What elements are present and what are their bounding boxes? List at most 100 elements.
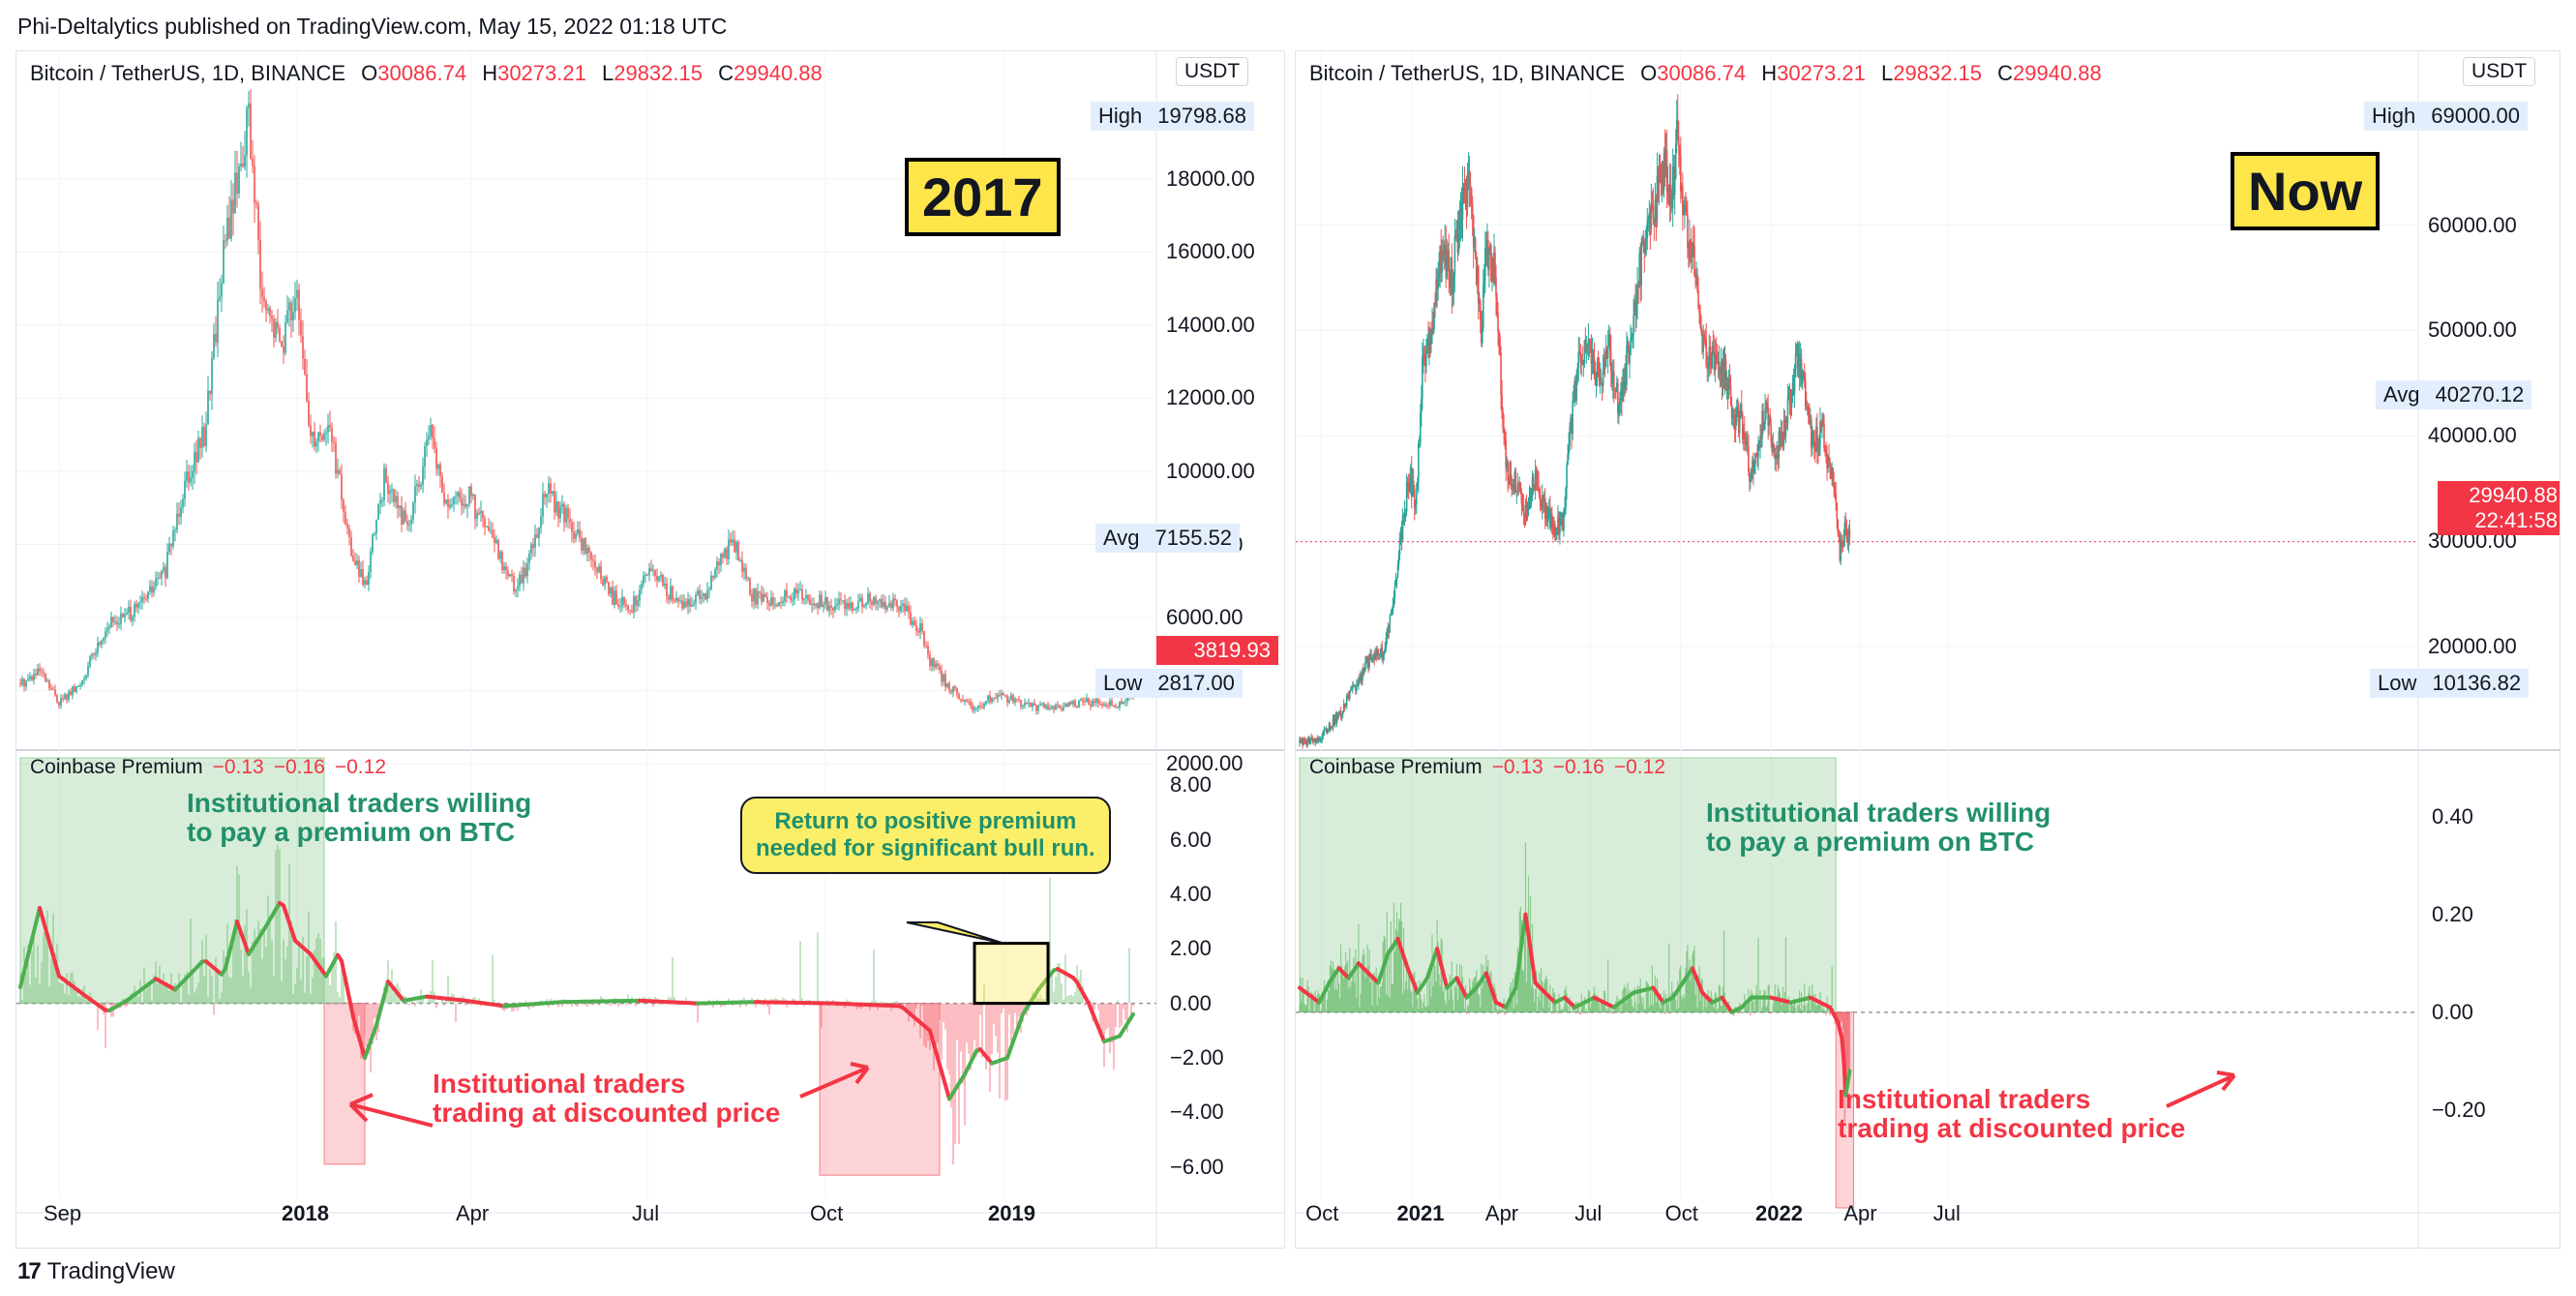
candle-body <box>341 474 343 500</box>
candle-body <box>792 599 794 601</box>
chart-canvas-left[interactable] <box>16 51 1285 1249</box>
indicator-tick-label: 4.00 <box>1170 881 1212 906</box>
candle-body <box>852 602 854 611</box>
candle-body <box>1363 669 1364 673</box>
candle-body <box>74 686 75 692</box>
candle-body <box>68 691 70 700</box>
candle-body <box>763 593 764 602</box>
candle-body <box>271 316 273 319</box>
candle-body <box>1725 382 1728 389</box>
candle-body <box>1018 699 1020 701</box>
candle-body <box>1047 705 1049 710</box>
high-tag-label: High <box>1098 104 1143 128</box>
candle-body <box>1790 394 1793 408</box>
candle-body <box>1328 724 1331 730</box>
candle-body <box>33 674 35 680</box>
candle-body <box>1014 698 1016 703</box>
chart-panel-now[interactable]: Bitcoin / TetherUS, 1D, BINANCE O30086.7… <box>1295 50 2561 1249</box>
candle-body <box>919 622 921 633</box>
symbol-title[interactable]: Bitcoin / TetherUS, 1D, BINANCE <box>1309 61 1626 85</box>
candle-body <box>103 638 105 641</box>
chart-canvas-right[interactable] <box>1296 51 2561 1249</box>
candle-body <box>1024 703 1026 707</box>
candle-body <box>633 596 635 613</box>
candle-body <box>701 596 703 599</box>
discount-annotation: Institutional traders trading at discoun… <box>433 1070 780 1128</box>
candle-body <box>1440 245 1442 274</box>
currency-button[interactable]: USDT <box>1176 57 1249 86</box>
candle-body <box>526 562 528 577</box>
candle-body <box>1795 345 1798 355</box>
candle-body <box>1088 698 1090 705</box>
indicator-legend[interactable]: Coinbase Premium −0.13 −0.16 −0.12 <box>30 756 386 779</box>
candle-body <box>991 697 993 703</box>
candle-body <box>315 440 317 447</box>
candle-body <box>720 554 722 566</box>
candle-body <box>614 590 615 606</box>
candle-body <box>788 596 790 598</box>
candle-body <box>1377 649 1379 656</box>
candle-body <box>1839 534 1842 560</box>
candle-body <box>1582 363 1585 366</box>
high-value: 30273.21 <box>497 61 586 85</box>
price-tick-label: 12000.00 <box>1166 385 1255 410</box>
candle-body <box>1336 714 1339 716</box>
premium-line-segment <box>378 994 386 1013</box>
candle-body <box>254 166 255 203</box>
candle-body <box>420 484 422 488</box>
candle-body <box>1637 286 1639 288</box>
candle-body <box>1479 300 1482 320</box>
candle-body <box>294 298 296 313</box>
candle-body <box>908 605 910 613</box>
candle-body <box>948 682 950 691</box>
candle-body <box>1689 240 1691 249</box>
symbol-title[interactable]: Bitcoin / TetherUS, 1D, BINANCE <box>30 61 346 85</box>
candle-body <box>1361 674 1363 681</box>
candle-body <box>236 172 238 194</box>
candle-body <box>1393 586 1396 598</box>
candle-body <box>712 575 714 578</box>
candle-body <box>221 283 223 297</box>
candle-body <box>1814 448 1816 452</box>
candle-body <box>1545 505 1548 523</box>
candle-body <box>1514 470 1517 493</box>
candle-body <box>1471 203 1474 216</box>
indicator-legend[interactable]: Coinbase Premium −0.13 −0.16 −0.12 <box>1309 756 1665 779</box>
candle-body <box>941 670 943 682</box>
candle-body <box>29 676 31 679</box>
candle-body <box>1043 703 1045 708</box>
candle-body <box>1105 704 1107 707</box>
candle-body <box>35 674 37 676</box>
candle-body <box>1702 335 1704 352</box>
candle-body <box>484 518 486 527</box>
high-tag: High 69000.00 <box>2364 102 2529 131</box>
candle-body <box>464 503 466 507</box>
candle-body <box>753 588 755 602</box>
tradingview-logo[interactable]: 17 TradingView <box>17 1258 175 1285</box>
candle-body <box>375 519 377 534</box>
candle-body <box>1610 372 1613 384</box>
candle-body <box>1778 431 1781 459</box>
candle-body <box>1674 143 1677 178</box>
indicator-value-3: −0.12 <box>334 756 386 778</box>
candle-body <box>1498 331 1500 339</box>
candle-body <box>495 539 497 543</box>
candle-body <box>449 504 451 508</box>
candle-body <box>710 575 712 589</box>
currency-button[interactable]: USDT <box>2463 57 2536 86</box>
premium-annotation-line-1: Institutional traders willing <box>1706 798 2052 828</box>
candle-body <box>805 594 807 599</box>
candle-body <box>1718 361 1721 371</box>
chart-panel-2017[interactable]: Bitcoin / TetherUS, 1D, BINANCE O30086.7… <box>15 50 1285 1249</box>
candle-body <box>1527 504 1530 506</box>
time-tick-label: 2018 <box>282 1201 329 1225</box>
candle-body <box>1557 516 1559 528</box>
candle-body <box>155 578 157 588</box>
candle-body <box>1641 236 1644 245</box>
candle-body <box>1464 190 1467 192</box>
candle-body <box>275 321 277 338</box>
candle-body <box>1033 703 1035 707</box>
candle-body <box>1126 697 1128 702</box>
candle-body <box>1707 367 1710 369</box>
candle-body <box>1332 717 1334 727</box>
